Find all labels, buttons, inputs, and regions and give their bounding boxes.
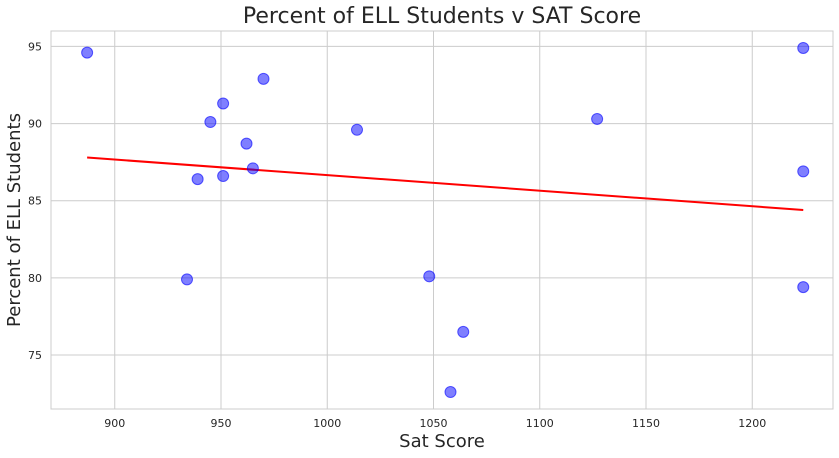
data-point [797,165,810,178]
x-tick-label: 1000 [313,417,341,430]
data-point [246,162,259,175]
data-point [217,170,230,183]
y-axis-label: Percent of ELL Students [4,113,25,327]
y-tick-label: 75 [28,349,42,362]
data-point [240,137,253,150]
chart-title: Percent of ELL Students v SAT Score [243,4,641,29]
data-point [591,112,604,125]
data-point [351,123,363,136]
data-points [81,41,810,399]
data-point [457,325,470,338]
trendline [87,156,804,211]
x-tick-label: 900 [104,417,125,430]
data-point [191,173,204,186]
x-tick-label: 1100 [526,417,554,430]
data-point [797,281,810,294]
grid [51,31,833,409]
x-tick-labels: 900 950 1000 1050 1100 1150 1200 [104,417,766,430]
x-tick-label: 1150 [632,417,660,430]
data-point [423,270,436,283]
data-point [257,72,270,85]
x-tick-label: 1200 [738,417,766,430]
data-point [444,386,457,399]
x-axis-label: Sat Score [399,431,485,452]
y-tick-label: 85 [28,195,42,208]
x-tick-label: 950 [211,417,232,430]
y-tick-label: 80 [28,272,42,285]
x-tick-label: 1050 [420,417,448,430]
plot-frame [50,30,834,410]
y-tick-label: 90 [28,118,42,131]
data-point [797,41,810,54]
data-point [81,46,94,59]
data-point [181,273,193,286]
data-point [204,116,217,129]
data-point [217,97,230,110]
y-tick-labels: 75 80 85 90 95 [28,40,42,362]
y-tick-label: 95 [28,40,42,53]
trendline-layer [87,156,804,211]
